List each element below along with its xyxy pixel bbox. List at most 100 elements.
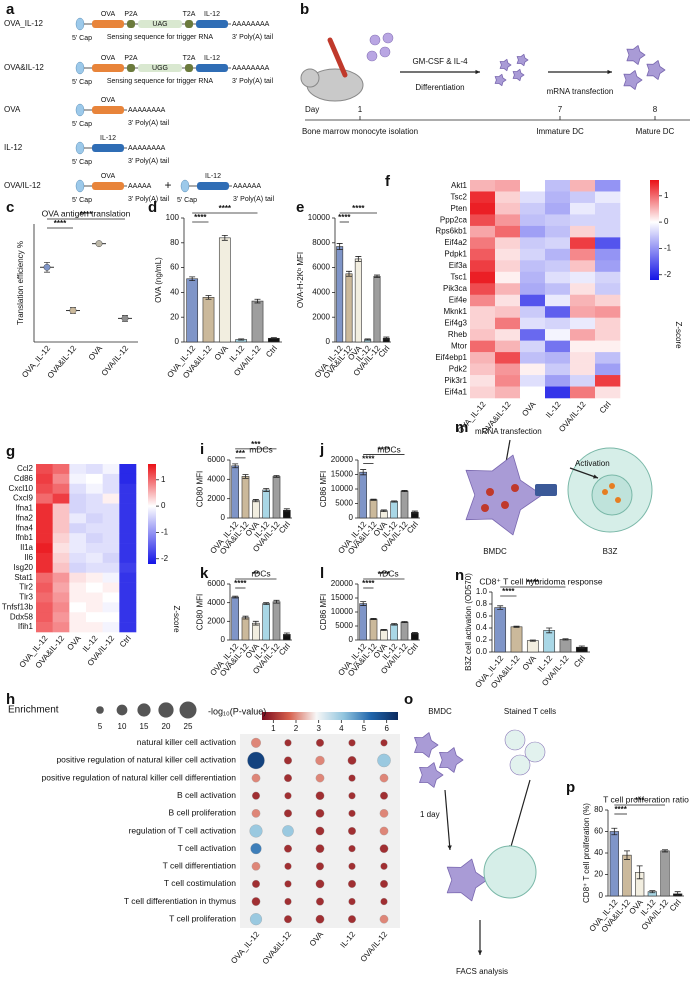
row-label: Tsc2: [451, 192, 468, 201]
gene-label: P2A: [124, 11, 138, 18]
heatmap-cell: [520, 386, 546, 399]
bar: [231, 596, 239, 641]
colorbar-tick-label: -2: [161, 554, 169, 563]
heatmap-cell: [545, 180, 571, 192]
dot: [315, 809, 325, 818]
bar: [400, 621, 409, 641]
error-bar: [232, 595, 239, 599]
heatmap-cell: [86, 602, 103, 613]
error-bar: [401, 621, 408, 624]
heatmap-cell: [86, 622, 103, 633]
error-bar: [411, 632, 418, 635]
tail-label: 3' Poly(A) tail: [232, 34, 273, 41]
significance-label: ****: [80, 210, 93, 219]
heatmap-cell: [86, 493, 103, 504]
dot: [348, 897, 356, 906]
heatmap-cell: [119, 612, 137, 623]
colorbar-tick-label: 0: [664, 217, 669, 226]
chart-title: OVA antigen translation: [42, 208, 131, 218]
bar: [622, 854, 632, 897]
heatmap-cell: [36, 503, 53, 514]
sensor-codon: UAG: [152, 21, 167, 28]
row-label: T cell activation: [178, 843, 237, 853]
antigen-dot: [501, 501, 509, 509]
heatmap-cell: [520, 214, 546, 227]
colorbar-tick-label: 0: [161, 501, 166, 510]
heatmap-cell: [36, 493, 53, 504]
polya-tail: AAAAAAAA: [232, 21, 270, 28]
panel-label: h: [6, 691, 15, 708]
event-label: Mature DC: [636, 127, 675, 136]
size-legend-dot: [179, 701, 197, 719]
b3z-label: B3Z: [603, 547, 618, 556]
heatmap-cell: [52, 523, 70, 534]
dot: [284, 774, 292, 783]
dot: [348, 827, 356, 835]
heatmap-cell: [570, 237, 596, 250]
heatmap-cell: [595, 214, 621, 227]
bar: [202, 297, 215, 343]
heatmap-cell: [595, 306, 621, 318]
polya-tail: AAAAA: [128, 183, 152, 190]
heatmap-cell: [520, 363, 546, 376]
colorbar-tick-label: 2: [294, 724, 299, 733]
bmdc-icon: [414, 732, 439, 758]
error-bar: [411, 510, 418, 514]
heatmap-cell: [86, 552, 103, 564]
dot: [379, 809, 389, 818]
heatmap-cell: [495, 329, 521, 341]
y-axis-label: OVA (ng/mL): [154, 257, 163, 303]
colorbar: [148, 464, 156, 564]
error-bar: [370, 498, 377, 501]
dot: [316, 738, 324, 747]
x-tick-label: Ctrl: [405, 642, 420, 657]
time-label: 1 day: [420, 810, 440, 819]
heatmap-cell: [119, 493, 137, 504]
dot: [250, 843, 262, 855]
error-bar: [242, 474, 249, 479]
dot: [284, 862, 292, 870]
heatmap-cell: [545, 352, 571, 364]
heatmap-cell: [52, 562, 70, 574]
significance-label: ****: [378, 446, 391, 455]
error-bar: [252, 499, 259, 503]
y-tick-label: 6000: [312, 263, 330, 272]
dot: [316, 897, 324, 906]
size-legend-dot: [158, 702, 174, 718]
heatmap-cell: [470, 352, 496, 364]
heatmap-cell: [545, 248, 571, 261]
heatmap-cell: [570, 386, 596, 399]
gene-label: OVA: [101, 97, 116, 104]
construct-name: OVA&IL-12: [4, 63, 44, 72]
heatmap-cell: [36, 602, 53, 613]
y-tick-label: 5000: [335, 621, 353, 630]
dot: [380, 897, 388, 906]
dot: [348, 879, 356, 888]
panel-label: j: [319, 441, 324, 458]
panel-label: m: [455, 419, 468, 436]
transfection-label: mRNA transfection: [547, 87, 614, 96]
heatmap-cell: [595, 329, 621, 341]
y-tick-label: 8000: [312, 238, 330, 247]
heatmap-cell: [520, 317, 546, 330]
gene-segment: [92, 106, 124, 114]
bar: [252, 622, 260, 641]
x-tick-label: Ctrl: [668, 898, 683, 913]
heatmap-cell: [545, 271, 571, 284]
gene-segment: [92, 20, 124, 28]
x-tick-label: OVA&IL-12: [261, 929, 294, 966]
colorbar-tick-label: -2: [664, 270, 672, 279]
heatmap-cell: [470, 180, 496, 192]
dot: [315, 844, 325, 853]
bar: [251, 300, 264, 343]
row-label: Eif4e: [449, 296, 468, 305]
y-axis-label: Translation efficiency %: [16, 241, 25, 325]
significance-label: ****: [614, 805, 627, 814]
bar: [262, 603, 270, 641]
bar: [369, 618, 378, 641]
dot: [380, 791, 388, 800]
dot: [377, 753, 391, 768]
error-bar: [624, 850, 630, 860]
dot: [251, 737, 261, 748]
y-tick-label: 4000: [207, 474, 225, 483]
